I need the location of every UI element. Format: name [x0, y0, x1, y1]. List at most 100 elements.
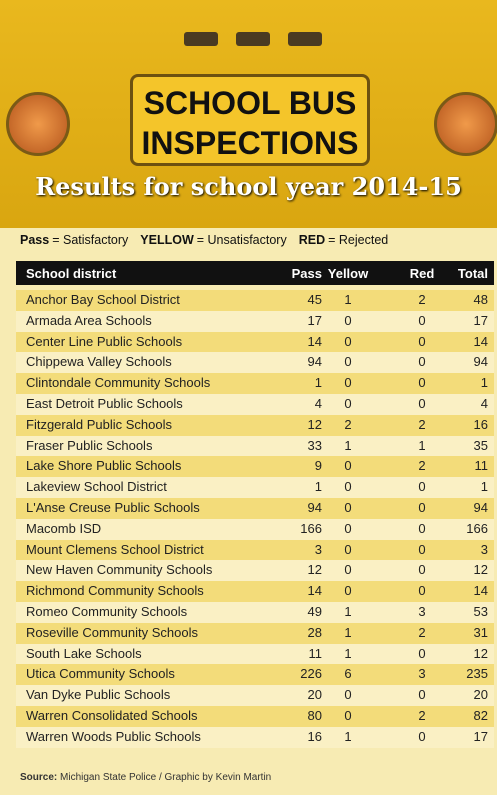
number-cell: 0 [344, 583, 352, 599]
number-cell: 12 [307, 416, 322, 432]
number-cell: 20 [307, 687, 322, 703]
district-name: Romeo Community Schools [26, 604, 188, 619]
legend-key: RED [298, 233, 326, 247]
district-name: L'Anse Creuse Public Schools [26, 500, 200, 515]
table-row: L'Anse Creuse Public Schools 94 0 0 94 [16, 498, 494, 519]
number-cell: 226 [300, 666, 322, 682]
number-cell: 82 [473, 708, 488, 723]
column-header: Total [457, 266, 488, 281]
district-name: Mount Clemens School District [26, 541, 204, 557]
number-cell: 0 [344, 562, 352, 578]
table-row: Warren Woods Public Schools 16 1 0 17 [16, 726, 494, 748]
number-cell: 0 [344, 458, 352, 474]
legend-key: YELLOW [140, 233, 194, 247]
number-cell: 49 [307, 604, 322, 619]
number-cell: 1 [344, 437, 352, 453]
number-cell: 94 [473, 500, 488, 515]
number-cell: 3 [480, 541, 488, 557]
number-cell: 166 [466, 520, 488, 536]
number-cell: 0 [418, 333, 426, 349]
table-header: School district Pass Yellow Red Total [16, 261, 494, 285]
number-cell: 94 [473, 354, 488, 370]
number-cell: 1 [344, 645, 352, 661]
number-cell: 0 [418, 396, 426, 411]
column-header: Yellow [327, 266, 369, 281]
number-cell: 0 [418, 520, 426, 536]
number-cell: 17 [473, 312, 488, 328]
district-name: Richmond Community Schools [26, 583, 204, 599]
number-cell: 2 [418, 708, 426, 723]
district-name: East Detroit Public Schools [26, 396, 183, 411]
number-cell: 1 [344, 624, 352, 640]
column-header: Red [409, 266, 435, 281]
number-cell: 12 [473, 645, 488, 661]
number-cell: 166 [300, 520, 322, 536]
number-cell: 28 [307, 624, 322, 640]
number-cell: 1 [480, 479, 488, 495]
number-cell: 1 [314, 479, 322, 495]
title-line: SCHOOL BUS [143, 85, 357, 121]
number-cell: 2 [418, 292, 426, 307]
vent [236, 32, 270, 46]
number-cell: 14 [307, 333, 322, 349]
number-cell: 3 [418, 604, 426, 619]
district-name: Armada Area Schools [26, 312, 152, 328]
number-cell: 12 [473, 562, 488, 578]
table-row: Richmond Community Schools 14 0 0 14 [16, 581, 494, 602]
district-name: Warren Woods Public Schools [26, 728, 201, 744]
number-cell: 16 [473, 416, 488, 432]
number-cell: 20 [473, 687, 488, 703]
vent [184, 32, 218, 46]
table-row: Romeo Community Schools 49 1 3 53 [16, 602, 494, 623]
number-cell: 1 [344, 728, 352, 744]
district-name: Utica Community Schools [26, 666, 175, 682]
table-row: Macomb ISD 166 0 0 166 [16, 518, 494, 540]
number-cell: 4 [480, 396, 488, 411]
number-cell: 14 [473, 333, 488, 349]
number-cell: 16 [307, 728, 322, 744]
number-cell: 11 [308, 645, 323, 661]
legend-text: = Rejected [328, 233, 389, 247]
table-row: Clintondale Community Schools 1 0 0 1 [16, 373, 494, 394]
district-name: Chippewa Valley Schools [26, 354, 172, 370]
number-cell: 45 [307, 292, 322, 307]
source-text: Michigan State Police / Graphic by Kevin… [60, 772, 272, 783]
district-name: Center Line Public Schools [26, 333, 183, 349]
table-row: Mount Clemens School District 3 0 0 3 [16, 539, 494, 561]
number-cell: 0 [344, 354, 352, 370]
table-row: Chippewa Valley Schools 94 0 0 94 [16, 352, 494, 374]
number-cell: 48 [473, 292, 488, 307]
table-row: Fraser Public Schools 33 1 1 35 [16, 435, 494, 457]
number-cell: 1 [344, 604, 352, 619]
district-name: Fraser Public Schools [26, 437, 153, 453]
table-row: Van Dyke Public Schools 20 0 0 20 [16, 685, 494, 706]
number-cell: 4 [314, 396, 322, 411]
number-cell: 0 [418, 562, 426, 578]
number-cell: 2 [344, 416, 352, 432]
bus-light [6, 92, 70, 156]
table-row: Lake Shore Public Schools 9 0 2 11 [16, 456, 494, 478]
number-cell: 0 [418, 541, 426, 557]
number-cell: 0 [418, 583, 426, 599]
number-cell: 17 [307, 312, 322, 328]
number-cell: 11 [474, 458, 489, 474]
number-cell: 0 [418, 479, 426, 495]
column-header: Pass [291, 266, 322, 281]
number-cell: 0 [344, 687, 352, 703]
number-cell: 0 [418, 500, 426, 515]
number-cell: 0 [344, 520, 352, 536]
number-cell: 0 [344, 333, 352, 349]
legend-text: = Satisfactory [52, 233, 129, 247]
number-cell: 0 [344, 375, 352, 391]
number-cell: 12 [307, 562, 322, 578]
district-name: Lakeview School District [26, 479, 167, 495]
number-cell: 94 [307, 354, 322, 370]
vent [288, 32, 322, 46]
number-cell: 9 [314, 458, 322, 474]
district-name: Anchor Bay School District [26, 292, 180, 307]
bus-front: SCHOOL BUS INSPECTIONS Results for schoo… [0, 0, 497, 228]
number-cell: 0 [418, 375, 426, 391]
table-row: South Lake Schools 11 1 0 12 [16, 643, 494, 665]
number-cell: 3 [418, 666, 426, 682]
